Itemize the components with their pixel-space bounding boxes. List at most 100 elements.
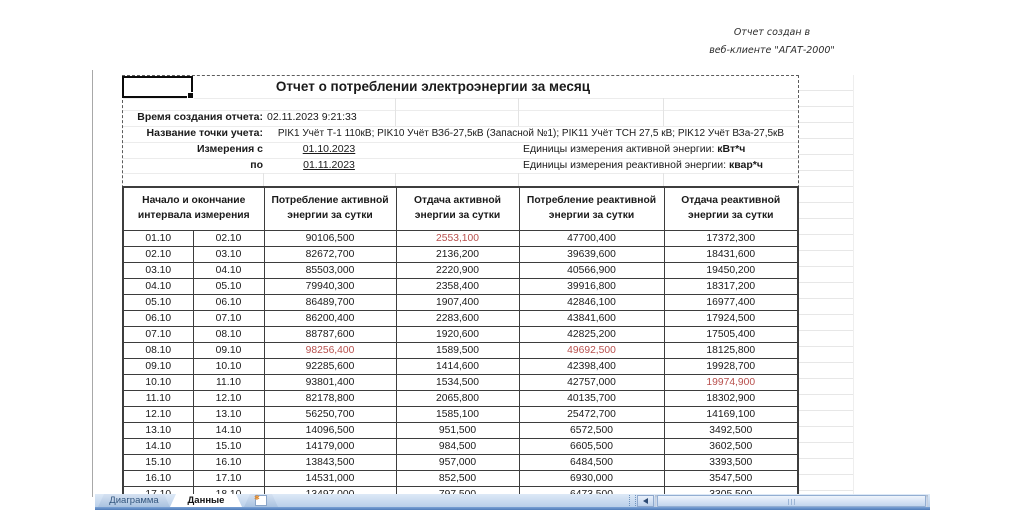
table-cell[interactable]: 06.10 (192, 294, 265, 311)
table-cell[interactable]: 04.10 (122, 278, 194, 295)
table-cell[interactable]: 07.10 (192, 310, 265, 327)
table-cell[interactable]: 19928,700 (663, 358, 799, 375)
table-cell[interactable]: 08.10 (192, 326, 265, 343)
table-cell[interactable]: 2553,100 (395, 230, 520, 247)
tab-splitter-handle[interactable] (629, 495, 636, 506)
table-cell[interactable]: 18.10 (192, 486, 265, 494)
table-cell[interactable]: 1907,400 (395, 294, 520, 311)
table-cell[interactable]: 3492,500 (663, 422, 799, 439)
table-cell[interactable]: 18431,600 (663, 246, 799, 263)
table-cell[interactable]: 09.10 (192, 342, 265, 359)
table-cell[interactable]: 13.10 (192, 406, 265, 423)
table-cell[interactable]: 08.10 (122, 342, 194, 359)
table-cell[interactable]: 02.10 (192, 230, 265, 247)
period-from-value[interactable]: 01.10.2023 (302, 143, 356, 155)
table-cell[interactable]: 40566,900 (518, 262, 665, 279)
table-cell[interactable]: 1414,600 (395, 358, 520, 375)
table-cell[interactable]: 82672,700 (263, 246, 397, 263)
table-cell[interactable]: 18302,900 (663, 390, 799, 407)
table-cell[interactable]: 16.10 (192, 454, 265, 471)
table-cell[interactable]: 92285,600 (263, 358, 397, 375)
table-cell[interactable]: 17372,300 (663, 230, 799, 247)
table-cell[interactable]: 12.10 (122, 406, 194, 423)
table-cell[interactable]: 43841,600 (518, 310, 665, 327)
period-to-value[interactable]: 01.11.2023 (303, 159, 355, 171)
table-cell[interactable]: 14.10 (122, 438, 194, 455)
table-cell[interactable]: 984,500 (395, 438, 520, 455)
table-cell[interactable]: 3547,500 (663, 470, 799, 487)
table-cell[interactable]: 13497,000 (263, 486, 397, 494)
table-cell[interactable]: 93801,400 (263, 374, 397, 391)
table-cell[interactable]: 19450,200 (663, 262, 799, 279)
table-cell[interactable]: 39916,800 (518, 278, 665, 295)
table-cell[interactable]: 3393,500 (663, 454, 799, 471)
table-cell[interactable]: 13.10 (122, 422, 194, 439)
table-cell[interactable]: 19974,900 (663, 374, 799, 391)
table-cell[interactable]: 56250,700 (263, 406, 397, 423)
table-cell[interactable]: 17.10 (122, 486, 194, 494)
table-cell[interactable]: 14.10 (192, 422, 265, 439)
table-cell[interactable]: 6605,500 (518, 438, 665, 455)
table-cell[interactable]: 1920,600 (395, 326, 520, 343)
table-cell[interactable]: 14179,000 (263, 438, 397, 455)
table-cell[interactable]: 1589,500 (395, 342, 520, 359)
table-cell[interactable]: 86489,700 (263, 294, 397, 311)
table-cell[interactable]: 3305,500 (663, 486, 799, 494)
table-cell[interactable]: 09.10 (122, 358, 194, 375)
table-cell[interactable]: 13843,500 (263, 454, 397, 471)
table-cell[interactable]: 03.10 (192, 246, 265, 263)
table-cell[interactable]: 15.10 (192, 438, 265, 455)
table-cell[interactable]: 10.10 (192, 358, 265, 375)
created-value[interactable]: 02.11.2023 9:21:33 (267, 111, 357, 123)
table-cell[interactable]: 40135,700 (518, 390, 665, 407)
table-cell[interactable]: 05.10 (192, 278, 265, 295)
metering-point-value[interactable]: PIK1 Учёт Т-1 110кВ; PIK10 Учёт ВЗб-27,5… (277, 128, 785, 139)
table-cell[interactable]: 2358,400 (395, 278, 520, 295)
table-cell[interactable]: 02.10 (122, 246, 194, 263)
table-cell[interactable]: 15.10 (122, 454, 194, 471)
table-cell[interactable]: 47700,400 (518, 230, 665, 247)
table-cell[interactable]: 14531,000 (263, 470, 397, 487)
table-cell[interactable]: 16977,400 (663, 294, 799, 311)
table-cell[interactable]: 6473,500 (518, 486, 665, 494)
table-cell[interactable]: 3602,500 (663, 438, 799, 455)
table-cell[interactable]: 01.10 (122, 230, 194, 247)
table-cell[interactable]: 2220,900 (395, 262, 520, 279)
table-cell[interactable]: 951,500 (395, 422, 520, 439)
insert-sheet-tab[interactable] (244, 494, 278, 507)
table-cell[interactable]: 42825,200 (518, 326, 665, 343)
sheet-tab-diagram[interactable]: Диаграмма (98, 494, 170, 507)
table-cell[interactable]: 6572,500 (518, 422, 665, 439)
table-cell[interactable]: 17924,500 (663, 310, 799, 327)
table-cell[interactable]: 16.10 (122, 470, 194, 487)
table-cell[interactable]: 06.10 (122, 310, 194, 327)
table-cell[interactable]: 852,500 (395, 470, 520, 487)
table-cell[interactable]: 49692,500 (518, 342, 665, 359)
table-cell[interactable]: 07.10 (122, 326, 194, 343)
table-cell[interactable]: 86200,400 (263, 310, 397, 327)
table-cell[interactable]: 17505,400 (663, 326, 799, 343)
table-cell[interactable]: 90106,500 (263, 230, 397, 247)
table-cell[interactable]: 42398,400 (518, 358, 665, 375)
table-cell[interactable]: 957,000 (395, 454, 520, 471)
table-cell[interactable]: 42846,100 (518, 294, 665, 311)
table-cell[interactable]: 03.10 (122, 262, 194, 279)
table-cell[interactable]: 04.10 (192, 262, 265, 279)
selected-cell[interactable] (122, 76, 194, 99)
table-cell[interactable]: 1534,500 (395, 374, 520, 391)
table-cell[interactable]: 17.10 (192, 470, 265, 487)
table-cell[interactable]: 6930,000 (518, 470, 665, 487)
table-cell[interactable]: 2136,200 (395, 246, 520, 263)
table-cell[interactable]: 79940,300 (263, 278, 397, 295)
table-cell[interactable]: 2065,800 (395, 390, 520, 407)
table-cell[interactable]: 797,500 (395, 486, 520, 494)
sheet-tab-data[interactable]: Данные (170, 494, 242, 507)
table-cell[interactable]: 85503,000 (263, 262, 397, 279)
table-cell[interactable]: 10.10 (122, 374, 194, 391)
table-cell[interactable]: 11.10 (192, 374, 265, 391)
table-cell[interactable]: 25472,700 (518, 406, 665, 423)
scroll-left-button[interactable] (637, 495, 654, 507)
table-cell[interactable]: 2283,600 (395, 310, 520, 327)
table-cell[interactable]: 42757,000 (518, 374, 665, 391)
table-cell[interactable]: 05.10 (122, 294, 194, 311)
